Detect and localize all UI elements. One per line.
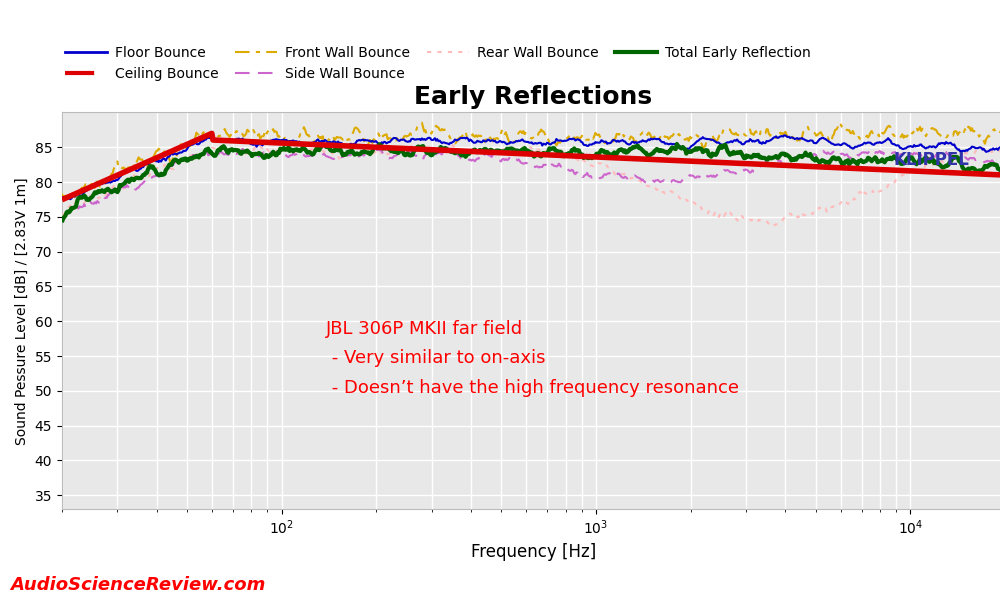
X-axis label: Frequency [Hz]: Frequency [Hz] <box>471 543 596 561</box>
Legend: Floor Bounce, Ceiling Bounce, Front Wall Bounce, Side Wall Bounce, Rear Wall Bou: Floor Bounce, Ceiling Bounce, Front Wall… <box>59 40 817 86</box>
Y-axis label: Sound Pessure Level [dB] / [2.83V 1m]: Sound Pessure Level [dB] / [2.83V 1m] <box>15 177 29 445</box>
Text: KLIPPEL: KLIPPEL <box>893 151 969 169</box>
Text: JBL 306P MKII far field
 - Very similar to on-axis
 - Doesn’t have the high freq: JBL 306P MKII far field - Very similar t… <box>326 320 739 397</box>
Title: Early Reflections: Early Reflections <box>414 85 653 109</box>
Text: AudioScienceReview.com: AudioScienceReview.com <box>10 576 265 594</box>
